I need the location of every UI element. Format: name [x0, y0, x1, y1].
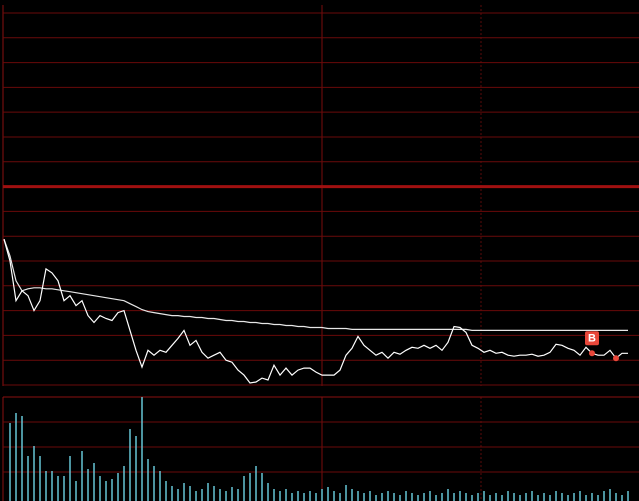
- signal-badge: [585, 331, 599, 346]
- average-line: [3, 238, 628, 331]
- price-line: [3, 239, 628, 384]
- signal-label: B: [588, 333, 596, 345]
- signal-dot: [613, 355, 619, 362]
- signal-dot: [589, 350, 595, 357]
